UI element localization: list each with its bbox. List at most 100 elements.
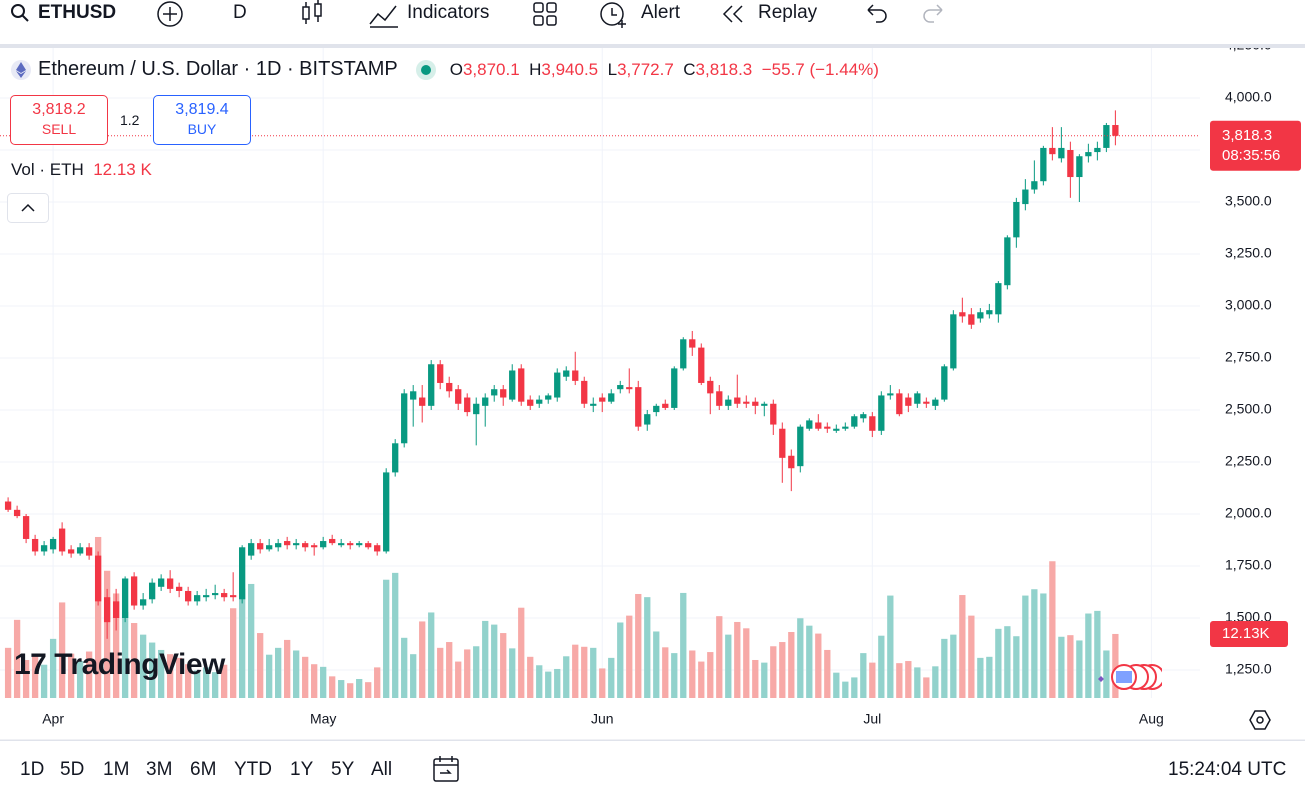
volume-bar xyxy=(338,680,345,698)
candle-body xyxy=(4,501,12,510)
candle-body xyxy=(635,387,642,427)
candle xyxy=(311,543,318,556)
candle xyxy=(635,380,642,431)
candle xyxy=(365,541,372,550)
range-button[interactable]: 6M xyxy=(190,759,217,780)
candle xyxy=(662,399,669,411)
candle xyxy=(1013,197,1020,248)
volume-bar xyxy=(302,656,309,698)
y-tick-label: 1,500.0 xyxy=(1225,609,1272,625)
candle-body xyxy=(995,283,1002,315)
alert-icon[interactable] xyxy=(598,0,630,30)
volume-bar xyxy=(193,670,201,698)
candle xyxy=(491,385,498,402)
alert[interactable]: Alert xyxy=(641,2,681,23)
sell-button[interactable]: 3,818.2 SELL xyxy=(10,95,108,145)
range-button[interactable]: 1M xyxy=(103,759,130,780)
search-icon xyxy=(11,4,29,22)
candle-body xyxy=(662,403,669,408)
range-button[interactable]: 3M xyxy=(146,759,173,780)
candle-body xyxy=(1058,147,1065,159)
volume-bar xyxy=(617,622,624,698)
interval[interactable]: D xyxy=(233,2,247,23)
candle xyxy=(770,399,777,435)
symbol-title: Ethereum / U.S. Dollar · 1D · BITSTAMP xyxy=(38,58,398,80)
candle xyxy=(968,308,975,329)
range-button[interactable]: All xyxy=(371,759,393,780)
candle xyxy=(166,570,174,594)
volume-bar xyxy=(932,666,939,698)
candle-body xyxy=(473,403,480,415)
volume-bar xyxy=(698,661,705,698)
y-tick-label: 1,250.0 xyxy=(1225,661,1272,677)
collapse-button[interactable] xyxy=(7,193,49,223)
redo[interactable] xyxy=(920,2,946,26)
range-button[interactable]: 5Y xyxy=(331,759,355,780)
volume-bar xyxy=(887,595,894,698)
candle-body xyxy=(878,395,885,431)
candle-body xyxy=(824,426,831,429)
candle-body xyxy=(311,545,318,548)
volume-bar xyxy=(347,683,354,698)
volume-bar xyxy=(734,621,741,698)
indicators-icon[interactable] xyxy=(368,0,400,28)
candle xyxy=(977,308,984,323)
range-button[interactable]: 5D xyxy=(60,759,85,780)
candle xyxy=(887,385,894,400)
candle xyxy=(401,389,408,448)
candle-body xyxy=(1076,156,1083,178)
volume-bar xyxy=(518,607,525,698)
last-price-label: 3,818.3 xyxy=(1222,127,1272,144)
chart-type[interactable] xyxy=(300,0,326,28)
replay-icon[interactable] xyxy=(720,2,746,26)
volume-bar xyxy=(275,647,282,698)
candle xyxy=(446,376,453,398)
candle-body xyxy=(518,368,525,402)
volume-bar xyxy=(779,642,786,698)
volume-bar xyxy=(1013,636,1020,698)
candle-body xyxy=(392,443,399,473)
candle xyxy=(94,551,102,606)
indicators[interactable]: Indicators xyxy=(407,2,490,23)
range-button[interactable]: YTD xyxy=(234,759,272,780)
candle-body xyxy=(275,543,282,548)
candle-body xyxy=(1112,125,1119,136)
candle-body xyxy=(85,547,93,556)
clock[interactable]: 15:24:04 UTC xyxy=(1168,759,1287,780)
candle xyxy=(31,534,39,556)
candle-body xyxy=(1022,189,1029,205)
symbol[interactable]: ETHUSD xyxy=(38,2,117,23)
volume-bar xyxy=(1004,626,1011,698)
candle xyxy=(545,393,552,404)
candle-body xyxy=(563,370,570,377)
settings[interactable] xyxy=(1248,708,1272,732)
candle-body xyxy=(446,382,453,392)
buy-button[interactable]: 3,819.4 BUY xyxy=(153,95,251,145)
date-range[interactable] xyxy=(432,754,462,784)
volume-bar xyxy=(356,678,363,698)
candle xyxy=(230,572,237,602)
volume-bar xyxy=(959,595,966,698)
volume-bar xyxy=(1076,640,1083,698)
candle xyxy=(599,393,606,413)
candle xyxy=(986,303,993,319)
candle xyxy=(22,514,30,544)
volume-bar xyxy=(76,661,84,698)
range-button[interactable]: 1D xyxy=(20,759,45,780)
volume-bar xyxy=(1049,561,1056,698)
candle xyxy=(842,422,849,431)
candle-body xyxy=(851,416,858,427)
label: L xyxy=(607,59,618,79)
templates[interactable] xyxy=(532,1,558,27)
events[interactable] xyxy=(1092,663,1162,693)
volume-bar xyxy=(31,655,39,698)
add-symbol[interactable] xyxy=(156,0,184,28)
undo[interactable] xyxy=(864,2,890,26)
candle-body xyxy=(1013,202,1020,238)
replay[interactable]: Replay xyxy=(758,2,818,23)
volume-bar xyxy=(121,611,129,698)
volume-bar xyxy=(896,663,903,698)
volume-bar xyxy=(437,647,444,698)
range-button[interactable]: 1Y xyxy=(290,759,314,780)
volume-bar xyxy=(130,623,138,698)
